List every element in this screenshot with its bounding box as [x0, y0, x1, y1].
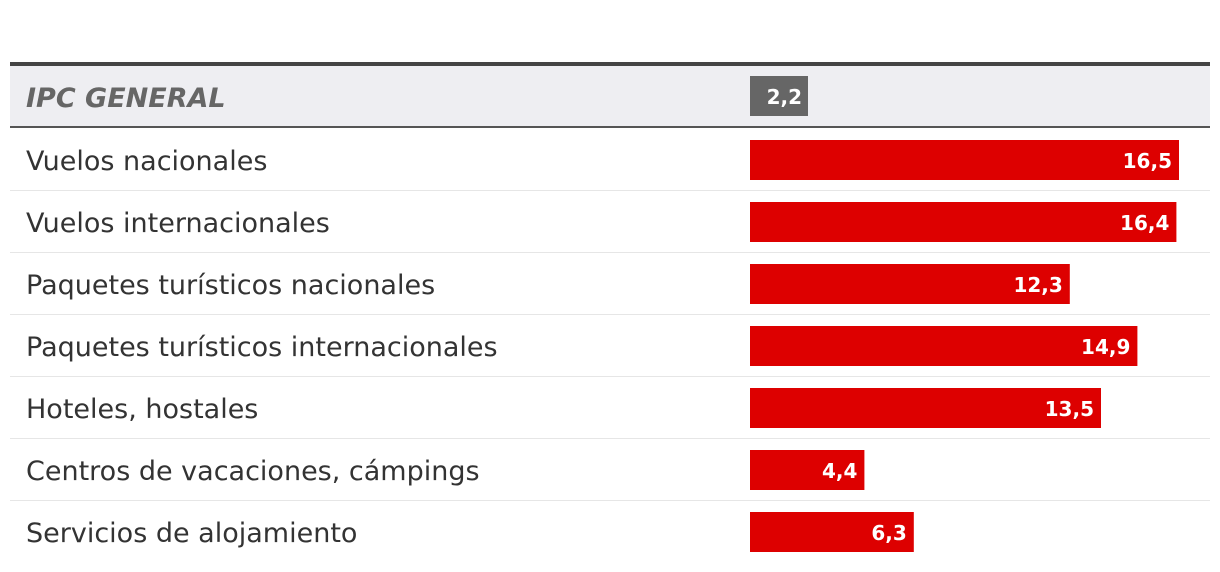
row-divider — [10, 252, 1210, 253]
category-label: Vuelos nacionales — [26, 146, 267, 177]
bar-row: Servicios de alojamiento 6,3 — [26, 512, 914, 552]
header-bar — [750, 76, 808, 116]
header-band — [10, 66, 1210, 127]
value-label: 12,3 — [1013, 273, 1062, 297]
bar-row: Hoteles, hostales 13,5 — [10, 388, 1210, 439]
category-label: Vuelos internacionales — [26, 208, 330, 239]
bar-row: Centros de vacaciones, cámpings 4,4 — [10, 450, 1210, 501]
value-label: 13,5 — [1045, 397, 1094, 421]
bar — [750, 326, 1138, 366]
bar-row: Paquetes turísticos nacionales 12,3 — [10, 264, 1210, 315]
value-label: 4,4 — [822, 459, 857, 483]
bar — [750, 512, 914, 552]
category-label: Paquetes turísticos nacionales — [26, 270, 435, 301]
value-label: 14,9 — [1081, 335, 1130, 359]
value-label: 6,3 — [871, 521, 906, 545]
row-divider — [10, 500, 1210, 501]
bar — [750, 450, 865, 490]
bar-row: Vuelos nacionales 16,5 — [10, 140, 1210, 191]
bar-row: Vuelos internacionales 16,4 — [10, 202, 1210, 253]
row-divider — [10, 314, 1210, 315]
category-label: Servicios de alojamiento — [26, 518, 357, 549]
category-label: Centros de vacaciones, cámpings — [26, 456, 480, 487]
row-divider — [10, 438, 1210, 439]
category-label: Paquetes turísticos internacionales — [26, 332, 498, 363]
row-divider — [10, 376, 1210, 377]
value-label: 16,4 — [1120, 211, 1169, 235]
header-value-label: 2,2 — [767, 85, 802, 109]
header-category-label: IPC GENERAL — [26, 83, 226, 114]
bar — [750, 388, 1101, 428]
bar — [750, 140, 1179, 180]
top-rule — [10, 62, 1210, 66]
header-bottom-rule — [10, 126, 1210, 128]
value-label: 16,5 — [1123, 149, 1172, 173]
bar-row: Paquetes turísticos internacionales 14,9 — [10, 326, 1210, 377]
bar — [750, 202, 1177, 242]
category-label: Hoteles, hostales — [26, 394, 258, 425]
bar — [750, 264, 1070, 304]
row-divider — [10, 190, 1210, 191]
